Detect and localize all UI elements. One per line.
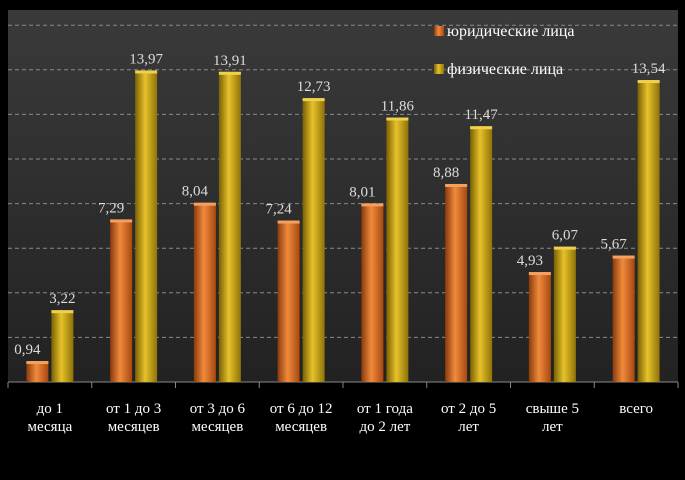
- value-label-legal-entities: 8,88: [433, 165, 459, 181]
- bar-legal-entities: [26, 361, 49, 382]
- bar-legal-entities: [361, 203, 384, 382]
- category-label: свыше 5 лет: [526, 401, 579, 435]
- category-label: от 2 до 5 лет: [441, 401, 496, 435]
- bar-individuals: [51, 310, 74, 382]
- category-label: всего: [619, 401, 653, 417]
- bar-top-legal-entities: [445, 183, 468, 187]
- value-label-individuals: 11,86: [381, 99, 415, 115]
- bar-individuals: [218, 71, 241, 382]
- bar-individuals: [637, 80, 660, 383]
- bar-top-legal-entities: [612, 255, 635, 259]
- category-label: от 1 года до 2 лет: [357, 401, 413, 435]
- value-label-individuals: 11,47: [465, 107, 499, 123]
- legend-swatch-legal-entities: [434, 26, 444, 36]
- category-labels-group: до 1 месяца от 1 до 3 месяцев от 3 до 6 месяц…: [27, 401, 653, 435]
- bar-top-legal-entities: [26, 361, 49, 365]
- x-axis-ticks: [7, 382, 679, 388]
- category-label: от 1 до 3 месяцев: [106, 401, 161, 435]
- value-label-legal-entities: 7,24: [266, 202, 293, 218]
- value-label-individuals: 13,91: [213, 53, 247, 69]
- bar-top-individuals: [637, 80, 660, 84]
- bar-top-legal-entities: [361, 203, 384, 207]
- value-label-individuals: 3,22: [49, 291, 75, 307]
- legend-label-individuals: физические лица: [447, 61, 563, 78]
- bar-top-legal-entities: [528, 272, 551, 276]
- bar-individuals: [135, 70, 158, 383]
- legend-label-legal-entities: юридические лица: [447, 23, 575, 40]
- bar-legal-entities: [193, 202, 216, 382]
- bar-top-legal-entities: [110, 219, 133, 223]
- bar-top-legal-entities: [277, 220, 300, 224]
- value-label-legal-entities: 0,94: [14, 342, 41, 358]
- value-label-legal-entities: 8,04: [182, 184, 209, 200]
- value-labels-group: 0,94 3,22 7,29 13,97 8,04 13,91 7,24 12,73 8,01 1…: [14, 51, 666, 358]
- bar-legal-entities: [110, 219, 133, 382]
- bar-top-individuals: [386, 117, 409, 121]
- bar-top-legal-entities: [193, 202, 216, 206]
- bar-top-individuals: [51, 310, 74, 314]
- bar-top-individuals: [135, 70, 158, 74]
- bar-individuals: [302, 98, 325, 382]
- bar-legal-entities: [528, 272, 551, 382]
- legend-swatch-individuals: [434, 64, 444, 74]
- legend-item-legal-entities: юридические лица: [434, 23, 575, 40]
- value-label-individuals: 13,54: [632, 61, 666, 77]
- bar-top-individuals: [470, 126, 493, 130]
- bar-individuals: [553, 246, 576, 382]
- value-label-legal-entities: 7,29: [98, 200, 124, 216]
- bar-legal-entities: [612, 255, 635, 382]
- bar-individuals: [386, 117, 409, 382]
- value-label-legal-entities: 4,93: [517, 253, 543, 269]
- bar-top-individuals: [553, 246, 576, 250]
- bar-top-individuals: [302, 98, 325, 102]
- legend: юридические лица физические лица: [434, 23, 575, 78]
- bar-legal-entities: [445, 183, 468, 382]
- bar-individuals: [470, 126, 493, 383]
- value-label-individuals: 6,07: [552, 228, 579, 244]
- plot-background: [8, 10, 678, 382]
- value-label-individuals: 12,73: [297, 79, 331, 95]
- value-label-individuals: 13,97: [129, 51, 163, 67]
- bar-legal-entities: [277, 220, 300, 382]
- value-label-legal-entities: 8,01: [349, 184, 375, 200]
- value-label-legal-entities: 5,67: [601, 237, 628, 253]
- category-label: от 6 до 12 месяцев: [270, 401, 333, 435]
- legend-item-individuals: физические лица: [434, 61, 563, 78]
- bar-top-individuals: [218, 71, 241, 75]
- bars-group: [26, 70, 660, 383]
- category-label: до 1 месяца: [27, 401, 72, 435]
- category-label: от 3 до 6 месяцев: [190, 401, 246, 435]
